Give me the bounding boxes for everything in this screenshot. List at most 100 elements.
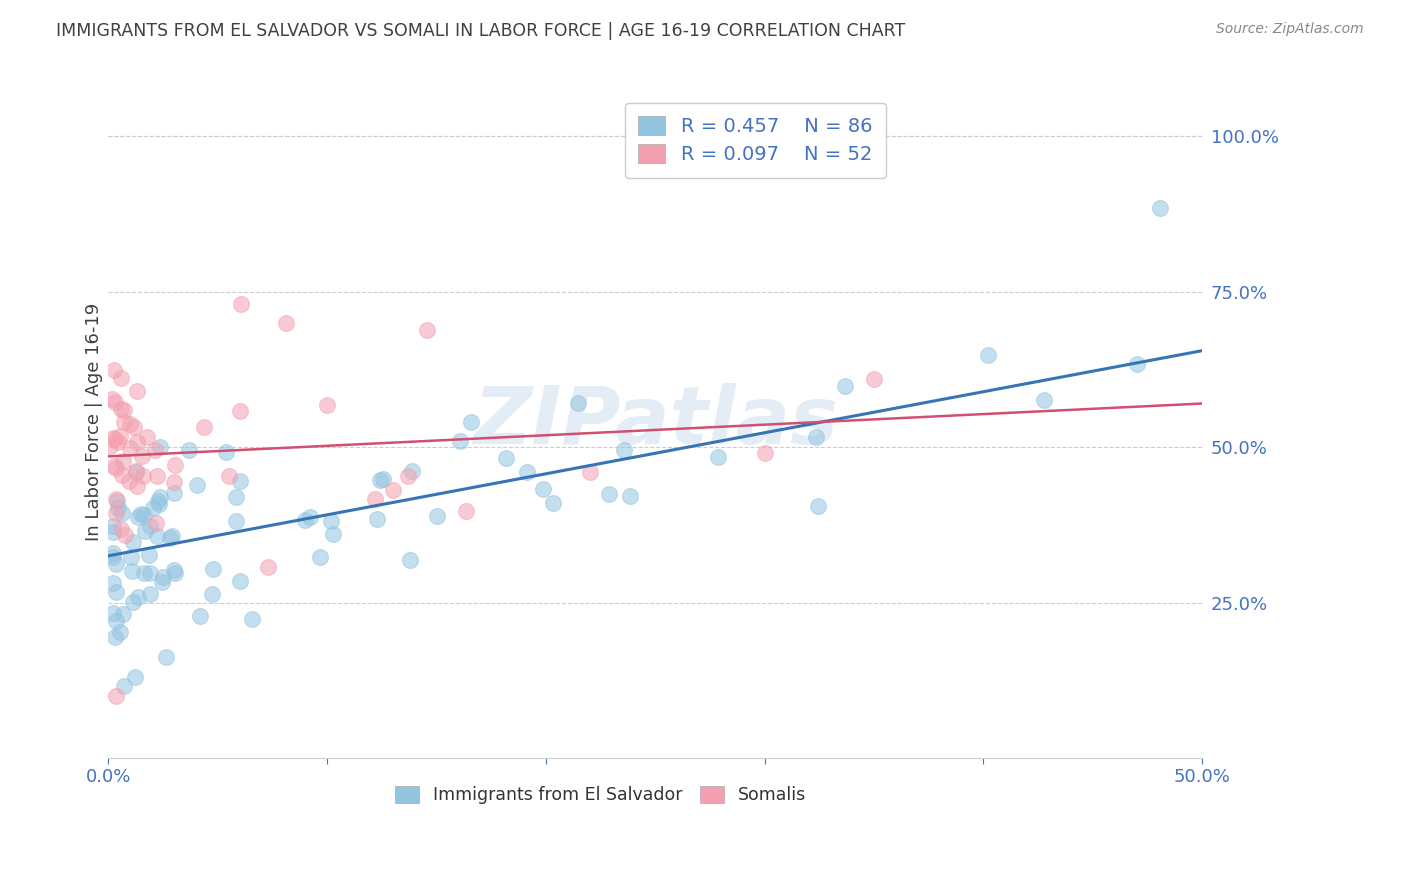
Somalis: [257, 560, 280, 574]
Y-axis label: In Labor Force | Age 16-19: In Labor Force | Age 16-19: [86, 303, 103, 541]
Immigrants from El Salvador: [179, 442, 201, 457]
Immigrants from El Salvador: [368, 473, 391, 487]
Immigrants from El Salvador: [148, 491, 170, 505]
Immigrants from El Salvador: [104, 630, 127, 644]
Somalis: [127, 434, 149, 449]
Somalis: [118, 441, 141, 455]
Somalis: [143, 442, 166, 457]
Immigrants from El Salvador: [516, 465, 538, 479]
Immigrants from El Salvador: [104, 584, 127, 599]
Immigrants from El Salvador: [707, 450, 730, 464]
Immigrants from El Salvador: [146, 494, 169, 508]
Immigrants from El Salvador: [142, 500, 165, 515]
Somalis: [104, 689, 127, 703]
Immigrants from El Salvador: [309, 550, 332, 565]
Immigrants from El Salvador: [146, 529, 169, 543]
Immigrants from El Salvador: [104, 557, 127, 571]
Somalis: [125, 465, 148, 479]
Somalis: [454, 504, 477, 518]
Immigrants from El Salvador: [127, 510, 149, 524]
Immigrants from El Salvador: [124, 465, 146, 479]
Immigrants from El Salvador: [120, 550, 142, 565]
Somalis: [118, 474, 141, 488]
Somalis: [104, 507, 127, 521]
Immigrants from El Salvador: [134, 524, 156, 539]
Somalis: [100, 392, 122, 406]
Immigrants from El Salvador: [155, 650, 177, 665]
Immigrants from El Salvador: [159, 532, 181, 546]
Immigrants from El Salvador: [108, 624, 131, 639]
Immigrants from El Salvador: [541, 496, 564, 510]
Somalis: [112, 403, 135, 417]
Immigrants from El Salvador: [319, 514, 342, 528]
Somalis: [111, 467, 134, 482]
Immigrants from El Salvador: [101, 606, 124, 620]
Immigrants from El Salvador: [160, 529, 183, 543]
Somalis: [110, 371, 132, 385]
Immigrants from El Salvador: [162, 486, 184, 500]
Immigrants from El Salvador: [201, 562, 224, 576]
Immigrants from El Salvador: [449, 434, 471, 448]
Immigrants from El Salvador: [426, 509, 449, 524]
Somalis: [416, 323, 439, 337]
Somalis: [104, 395, 127, 409]
Somalis: [112, 454, 135, 468]
Somalis: [131, 449, 153, 463]
Immigrants from El Salvador: [373, 472, 395, 486]
Somalis: [103, 458, 125, 473]
Somalis: [145, 516, 167, 531]
Text: Source: ZipAtlas.com: Source: ZipAtlas.com: [1216, 22, 1364, 37]
Immigrants from El Salvador: [567, 395, 589, 409]
Somalis: [107, 434, 129, 449]
Somalis: [114, 415, 136, 429]
Immigrants from El Salvador: [112, 607, 135, 621]
Immigrants from El Salvador: [127, 590, 149, 604]
Immigrants from El Salvador: [228, 475, 250, 489]
Somalis: [110, 402, 132, 417]
Immigrants from El Salvador: [366, 512, 388, 526]
Immigrants from El Salvador: [294, 513, 316, 527]
Somalis: [229, 404, 252, 418]
Immigrants from El Salvador: [122, 534, 145, 549]
Immigrants from El Salvador: [804, 430, 827, 444]
Immigrants from El Salvador: [162, 563, 184, 577]
Immigrants from El Salvador: [977, 348, 1000, 362]
Immigrants from El Salvador: [240, 611, 263, 625]
Somalis: [229, 297, 252, 311]
Immigrants from El Salvador: [495, 451, 517, 466]
Somalis: [396, 468, 419, 483]
Somalis: [122, 420, 145, 434]
Immigrants from El Salvador: [101, 576, 124, 591]
Immigrants from El Salvador: [598, 487, 620, 501]
Immigrants from El Salvador: [460, 415, 482, 429]
Immigrants from El Salvador: [152, 574, 174, 589]
Immigrants from El Salvador: [132, 508, 155, 522]
Immigrants from El Salvador: [298, 509, 321, 524]
Immigrants from El Salvador: [112, 680, 135, 694]
Immigrants from El Salvador: [101, 545, 124, 559]
Text: IMMIGRANTS FROM EL SALVADOR VS SOMALI IN LABOR FORCE | AGE 16-19 CORRELATION CHA: IMMIGRANTS FROM EL SALVADOR VS SOMALI IN…: [56, 22, 905, 40]
Immigrants from El Salvador: [229, 574, 252, 588]
Immigrants from El Salvador: [215, 445, 238, 459]
Immigrants from El Salvador: [186, 477, 208, 491]
Legend: Immigrants from El Salvador, Somalis: Immigrants from El Salvador, Somalis: [387, 778, 815, 814]
Text: ZIPatlas: ZIPatlas: [472, 384, 838, 461]
Immigrants from El Salvador: [165, 566, 187, 580]
Immigrants from El Salvador: [138, 548, 160, 562]
Immigrants from El Salvador: [834, 379, 856, 393]
Immigrants from El Salvador: [132, 566, 155, 581]
Immigrants from El Salvador: [807, 499, 830, 513]
Somalis: [165, 458, 187, 472]
Somalis: [578, 466, 600, 480]
Immigrants from El Salvador: [1032, 392, 1054, 407]
Somalis: [114, 528, 136, 542]
Somalis: [110, 429, 132, 443]
Immigrants from El Salvador: [399, 553, 422, 567]
Somalis: [136, 430, 159, 444]
Somalis: [104, 432, 127, 446]
Immigrants from El Salvador: [401, 464, 423, 478]
Immigrants from El Salvador: [101, 519, 124, 533]
Somalis: [163, 475, 186, 489]
Immigrants from El Salvador: [129, 507, 152, 521]
Somalis: [316, 398, 339, 412]
